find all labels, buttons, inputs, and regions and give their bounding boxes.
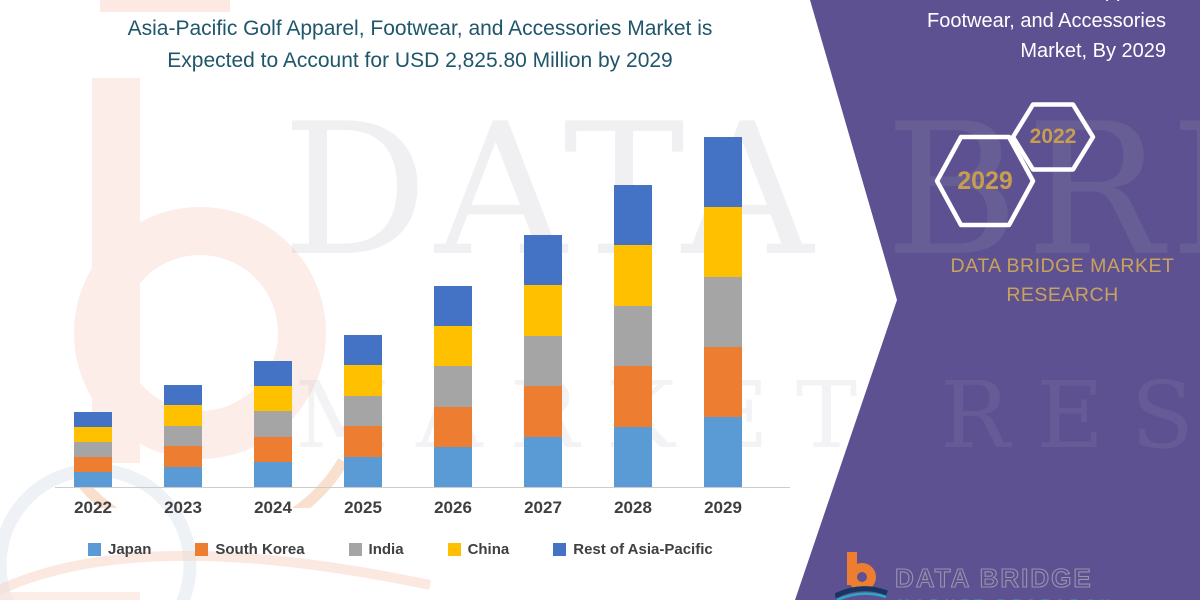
footer-brand-subtext: MARKET RESEARCH	[898, 596, 1115, 600]
legend-label: Rest of Asia-Pacific	[573, 541, 713, 558]
side-panel-brand-line1: DATA BRIDGE MARKET	[950, 255, 1175, 277]
segment-rest-of-asia-pacific-2029	[704, 137, 742, 207]
segment-india-2023	[164, 425, 202, 447]
x-axis-label-2028: 2028	[614, 498, 652, 517]
bar-2024: 2024	[254, 100, 292, 517]
databridge-b-icon	[835, 552, 888, 600]
chart-title-line2: Expected to Account for USD 2,825.80 Mil…	[167, 49, 673, 72]
legend-swatch-icon	[447, 543, 461, 556]
segment-india-2028	[614, 305, 652, 367]
bar-2025: 2025	[344, 100, 382, 517]
legend-swatch-icon	[195, 543, 209, 556]
segment-japan-2023	[164, 466, 202, 487]
segment-south-korea-2024	[254, 436, 292, 462]
bar-2026: 2026	[434, 100, 472, 517]
year-hexagons-icon	[934, 102, 1096, 228]
pink-bottom-accent	[0, 592, 140, 600]
segment-india-2029	[704, 277, 742, 347]
segment-japan-2027	[524, 436, 562, 487]
segment-south-korea-2029	[704, 347, 742, 417]
stacked-bar-chart: 2022 2023 2024 2025 2026 2027 2028 2029	[74, 100, 742, 517]
x-axis-label-2026: 2026	[434, 498, 472, 517]
segment-india-2027	[524, 335, 562, 387]
side-panel-brand-line2: RESEARCH	[1006, 284, 1119, 306]
pink-corner-accent	[100, 0, 230, 12]
x-axis-label-2023: 2023	[164, 498, 202, 517]
chart-title: Asia-Pacific Golf Apparel, Footwear, and…	[90, 13, 750, 77]
segment-rest-of-asia-pacific-2027	[524, 235, 562, 286]
x-axis-label-2022: 2022	[74, 498, 112, 517]
segment-rest-of-asia-pacific-2028	[614, 185, 652, 246]
segment-south-korea-2028	[614, 366, 652, 427]
chart-legend: Japan South Korea India China Rest of Asia-P…	[88, 541, 713, 558]
segment-china-2027	[524, 285, 562, 336]
segment-japan-2024	[254, 461, 292, 487]
hexagon-year-2029: 2029	[957, 167, 1013, 195]
legend-item-rest-of-asia-pacific: Rest of Asia-Pacific	[553, 541, 713, 558]
legend-label: China	[467, 541, 510, 558]
segment-japan-2026	[434, 446, 472, 487]
legend-label: Japan	[108, 541, 152, 558]
segment-south-korea-2023	[164, 446, 202, 467]
segment-china-2022	[74, 427, 112, 442]
x-axis-label-2027: 2027	[524, 498, 562, 517]
x-axis-label-2029: 2029	[704, 498, 742, 517]
segment-india-2026	[434, 366, 472, 407]
segment-rest-of-asia-pacific-2025	[344, 335, 382, 366]
segment-south-korea-2025	[344, 426, 382, 457]
segment-china-2023	[164, 405, 202, 426]
segment-rest-of-asia-pacific-2026	[434, 286, 472, 327]
segment-china-2025	[344, 365, 382, 396]
side-panel-title-line1: Asia-Pacific Golf Apparel,	[836, 0, 1166, 6]
segment-china-2028	[614, 245, 652, 306]
bar-2029: 2029	[704, 100, 742, 517]
x-axis-label-2024: 2024	[254, 498, 292, 517]
legend-label: India	[368, 541, 404, 558]
side-panel-brand: DATA BRIDGE MARKET RESEARCH	[920, 252, 1200, 310]
segment-japan-2029	[704, 417, 742, 487]
bar-2028: 2028	[614, 100, 652, 517]
hexagon-year-2022: 2022	[1029, 125, 1077, 148]
legend-swatch-icon	[348, 543, 362, 556]
side-panel-title-line2: Footwear, and Accessories	[926, 10, 1166, 32]
segment-india-2022	[74, 442, 112, 457]
legend-swatch-icon	[88, 543, 101, 556]
segment-south-korea-2022	[74, 457, 112, 472]
segment-rest-of-asia-pacific-2023	[164, 385, 202, 406]
segment-china-2029	[704, 207, 742, 277]
segment-rest-of-asia-pacific-2022	[74, 412, 112, 427]
segment-south-korea-2027	[524, 386, 562, 437]
legend-item-south-korea: South Korea	[195, 541, 305, 558]
chart-title-line1: Asia-Pacific Golf Apparel, Footwear, and…	[127, 17, 713, 40]
footer-logo: DATA BRIDGE MARKET RESEARCH	[835, 550, 1165, 600]
x-axis-line	[55, 487, 790, 488]
legend-label: South Korea	[215, 541, 305, 558]
legend-item-india: India	[348, 541, 404, 558]
segment-japan-2028	[614, 426, 652, 487]
segment-india-2024	[254, 411, 292, 437]
segment-china-2024	[254, 386, 292, 412]
footer-brand-text: DATA BRIDGE	[894, 562, 1093, 593]
segment-japan-2022	[74, 472, 112, 487]
segment-india-2025	[344, 395, 382, 427]
legend-item-china: China	[447, 541, 510, 558]
x-axis-label-2025: 2025	[344, 498, 382, 517]
bar-2027: 2027	[524, 100, 562, 517]
legend-swatch-icon	[553, 543, 567, 556]
bar-2023: 2023	[164, 100, 202, 517]
segment-rest-of-asia-pacific-2024	[254, 361, 292, 387]
legend-item-japan: Japan	[88, 541, 151, 558]
segment-japan-2025	[344, 456, 382, 487]
side-panel-title: Asia-Pacific Golf Apparel, Footwear, and…	[836, 0, 1166, 66]
segment-south-korea-2026	[434, 406, 472, 447]
side-panel-title-line3: Market, By 2029	[1020, 40, 1166, 62]
segment-china-2026	[434, 326, 472, 367]
bar-2022: 2022	[74, 100, 112, 517]
